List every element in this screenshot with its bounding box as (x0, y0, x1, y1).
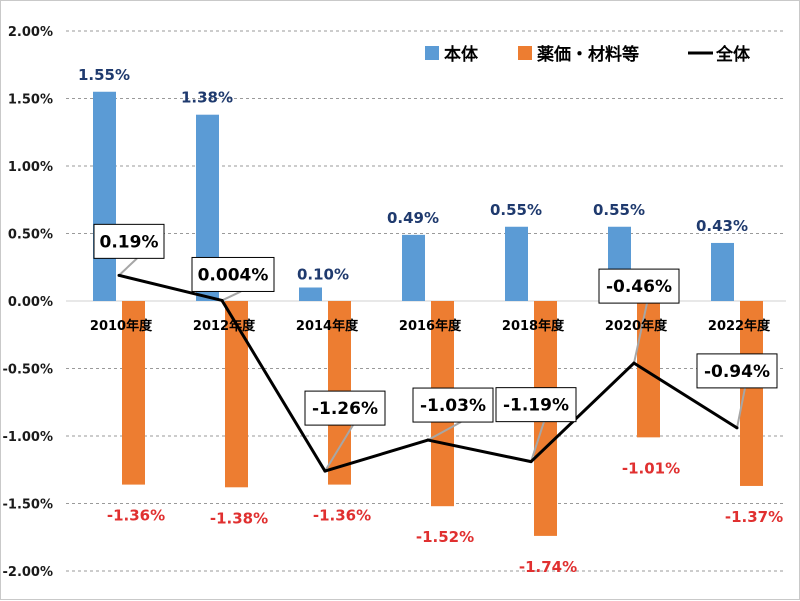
total-leader-line (118, 257, 138, 277)
y-tick-label: 1.00% (8, 160, 53, 175)
bar-drug-material (225, 301, 248, 488)
drug-material-value-label: -1.37% (725, 508, 783, 526)
bar-body (299, 287, 322, 301)
drug-material-value-label: -1.74% (519, 558, 577, 576)
total-value-label: -1.19% (503, 396, 569, 416)
bar-body (711, 242, 734, 301)
bar-body (505, 226, 528, 301)
x-category-label: 2020年度 (605, 318, 668, 334)
bar-drug-material (740, 301, 763, 486)
bar-layer (93, 91, 763, 536)
leader-layer (118, 257, 746, 472)
total-callout-box (93, 223, 165, 259)
x-category-label: 2016年度 (399, 318, 462, 334)
total-leader-line (427, 421, 462, 441)
total-value-label: -1.26% (312, 399, 378, 419)
x-category-label: 2010年度 (90, 318, 153, 334)
y-tick-label: 2.00% (8, 25, 53, 40)
total-leader-line (736, 387, 746, 429)
y-tick-label: -0.50% (3, 363, 54, 378)
legend-label-body: 本体 (444, 44, 479, 65)
total-point (632, 361, 636, 365)
body-value-label: 0.49% (387, 209, 439, 227)
grid-layer: 2.00% 1.50% 1.00% 0.50% 0.00% -0.50% -1.00% -1.… (3, 25, 786, 580)
bar-body (93, 91, 116, 301)
drug-material-value-label: -1.36% (107, 507, 165, 525)
x-category-label: 2014年度 (296, 318, 359, 334)
total-callout-box (598, 268, 680, 304)
total-callout-box (304, 390, 386, 426)
total-point (323, 469, 327, 473)
legend: 本体 薬価・材料等 全体 (425, 44, 751, 65)
total-leader-line (324, 424, 354, 472)
total-callout-box (191, 256, 275, 292)
body-value-label: 1.55% (78, 66, 130, 84)
total-value-label: -1.03% (420, 396, 486, 416)
drug-material-value-label: -1.38% (210, 509, 268, 527)
x-category-label: 2012年度 (193, 318, 256, 334)
label-layer: 2010年度 2012年度 2014年度 2016年度 2018年度 2020年度 2022… (78, 66, 783, 576)
total-leader-line (633, 302, 648, 364)
total-callout-box (495, 387, 577, 423)
total-point (529, 460, 533, 464)
total-point (220, 298, 224, 302)
legend-swatch-body (425, 46, 439, 60)
total-value-label: -0.94% (704, 362, 770, 382)
y-tick-label: -1.00% (3, 430, 54, 445)
bar-body (196, 114, 219, 301)
total-point (426, 438, 430, 442)
y-tick-label: 0.50% (8, 228, 53, 243)
y-tick-label: -1.50% (3, 498, 54, 513)
body-value-label: 0.55% (490, 201, 542, 219)
total-value-label: -0.46% (606, 277, 672, 297)
legend-swatch-drug-material (518, 46, 532, 60)
total-leader-line (221, 290, 242, 302)
x-category-label: 2022年度 (708, 318, 771, 334)
x-category-label: 2018年度 (502, 318, 565, 334)
y-tick-label: -2.00% (3, 565, 54, 580)
total-point (117, 273, 121, 277)
total-callout-box (696, 353, 778, 389)
total-leader-line (530, 421, 545, 462)
body-value-label: 0.43% (696, 217, 748, 235)
legend-label-total: 全体 (715, 44, 751, 65)
bar-drug-material (122, 301, 145, 485)
total-callout-box (412, 387, 494, 423)
drug-material-value-label: -1.01% (622, 459, 680, 477)
legend-label-drug-material: 薬価・材料等 (537, 44, 639, 65)
total-value-label: 0.19% (100, 232, 159, 252)
y-tick-label: 1.50% (8, 93, 53, 108)
drug-material-value-label: -1.52% (416, 528, 474, 546)
y-tick-label: 0.00% (8, 295, 53, 310)
drug-material-value-label: -1.36% (313, 507, 371, 525)
total-point (735, 426, 739, 430)
line-layer (117, 273, 739, 473)
total-value-label: 0.004% (198, 265, 269, 285)
body-value-label: 1.38% (181, 89, 233, 107)
bar-drug-material (637, 301, 660, 438)
bar-body (402, 234, 425, 301)
body-value-label: 0.55% (593, 201, 645, 219)
body-value-label: 0.10% (297, 265, 349, 283)
